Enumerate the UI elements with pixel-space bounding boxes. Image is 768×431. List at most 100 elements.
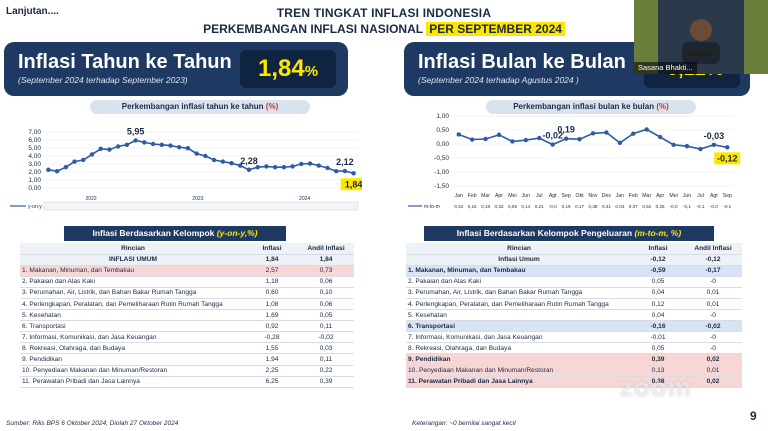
- data-table-value: 0,37: [629, 204, 638, 209]
- year-label: 2023: [192, 196, 203, 202]
- data-label-highlight: [714, 152, 741, 165]
- y-tick-label: 0,50: [436, 127, 449, 134]
- data-point: [203, 153, 208, 159]
- row-label: 11. Perawatan Pribadi dan Jasa Lainnya: [20, 376, 246, 388]
- row-label: 2. Pakaian dan Alas Kaki: [20, 276, 246, 288]
- data-point: [168, 143, 173, 148]
- table-row: 10. Penyediaan Makanan dan Minuman/Resto…: [20, 365, 354, 377]
- yoy-chart-pill-unit: (%): [265, 102, 279, 111]
- row-andil: -0,02: [298, 331, 354, 344]
- y-tick-label: -1,50: [434, 183, 449, 190]
- yoy-value-number: 1,84: [257, 55, 305, 82]
- x-tick-label: Des: [602, 193, 612, 199]
- data-point: [590, 131, 596, 136]
- x-tick-label: Agt: [710, 193, 718, 199]
- row-inflasi: 0,05: [632, 276, 684, 288]
- y-tick-label: 1,00: [28, 177, 41, 184]
- table-row: 7. Informasi, Komunikasi, dan Jasa Keuan…: [20, 331, 354, 344]
- row-andil: 0,06: [298, 276, 354, 288]
- table-row: 1. Makanan, Minuman, dan Tembakau -0,59 -0…: [406, 265, 742, 277]
- row-inflasi: 1,69: [246, 309, 298, 322]
- data-label: 1,84: [345, 179, 362, 189]
- row-inflasi: 0,04: [632, 309, 684, 322]
- data-point: [351, 171, 356, 176]
- zoom-watermark: zoom: [620, 372, 692, 402]
- x-tick-label: Okt: [576, 193, 585, 199]
- row-label: 5. Kesehatan: [406, 309, 632, 322]
- data-point: [469, 137, 475, 142]
- data-point: [711, 142, 717, 148]
- y-tick-label: -0,50: [434, 155, 449, 162]
- data-table-value: 0,38: [589, 204, 598, 209]
- x-tick-label: Jul: [536, 193, 543, 199]
- yoy-table-title-unit: (y-on-y,%): [216, 228, 258, 238]
- data-label: 0,19: [557, 125, 575, 135]
- column-header-inflasi: Inflasi: [632, 243, 684, 255]
- row-inflasi: 0,60: [246, 287, 298, 299]
- data-point: [483, 136, 488, 142]
- row-andil: -0: [684, 342, 742, 355]
- row-inflasi: 0,38: [632, 376, 684, 388]
- row-inflasi: -0,12: [632, 254, 684, 266]
- row-label: 10. Penyediaan Makanan dan Minuman/Resto…: [20, 365, 246, 377]
- data-point: [550, 142, 555, 147]
- row-andil: 0,01: [684, 287, 742, 299]
- row-inflasi: 1,84: [246, 254, 298, 266]
- y-tick-label: 5,00: [28, 145, 41, 152]
- year-label: 2024: [299, 196, 310, 202]
- row-andil: -0,02: [684, 320, 742, 333]
- row-label: 2. Pakaian dan Alas Kaki: [406, 276, 632, 288]
- table-row: 10. Penyediaan Makanan dan Minuman/Resto…: [406, 365, 742, 377]
- yoy-value: 1,84%: [240, 50, 336, 88]
- data-point: [133, 138, 138, 143]
- data-table-value: -0,1: [723, 204, 731, 209]
- data-point: [698, 146, 703, 152]
- row-inflasi: 1,94: [246, 353, 298, 366]
- data-point: [220, 159, 226, 164]
- data-point: [194, 151, 199, 156]
- data-label: -0,02: [542, 131, 563, 141]
- page-title: TREN TINGKAT INFLASI INDONESIA: [276, 6, 492, 20]
- legend-label: y-on-y: [28, 204, 42, 210]
- row-label: Inflasi Umum: [406, 254, 632, 266]
- row-label: 6. Transportasi: [20, 320, 246, 333]
- x-tick-label: Apr: [495, 193, 503, 199]
- x-tick-label: Jan: [616, 193, 624, 199]
- data-label: 5,95: [127, 126, 145, 136]
- y-tick-label: 1,00: [436, 113, 449, 120]
- data-point: [333, 169, 339, 174]
- data-table-value: -0,1: [683, 204, 691, 209]
- data-table-value: 0,33: [495, 204, 504, 209]
- data-table-value: 0,18: [481, 204, 490, 209]
- row-inflasi: 0,12: [632, 298, 684, 311]
- yoy-table-title: Inflasi Berdasarkan Kelompok (y-on-y,%): [64, 226, 286, 241]
- x-tick-label: Feb: [629, 193, 638, 199]
- row-inflasi: 1,18: [246, 276, 298, 288]
- data-point: [107, 147, 112, 152]
- row-andil: 1,84: [298, 254, 354, 266]
- table-header-row: Rincian Inflasi Andil Inflasi: [406, 243, 742, 255]
- data-point: [604, 130, 609, 135]
- x-tick-label: Mei: [508, 193, 516, 199]
- y-tick-label: 6,00: [28, 137, 41, 144]
- y-tick-label: -1,00: [434, 169, 449, 176]
- mtm-table-title: Inflasi Berdasarkan Kelompok Pengeluaran…: [424, 226, 714, 241]
- data-table-value: 0,25: [656, 204, 665, 209]
- row-inflasi: -0,28: [246, 331, 298, 344]
- row-inflasi: 2,25: [246, 365, 298, 377]
- data-table-value: -0,1: [696, 204, 704, 209]
- page-subtitle: PERKEMBANGAN INFLASI NASIONAL PER SEPTEM…: [0, 22, 768, 36]
- subtitle-text: PERKEMBANGAN INFLASI NASIONAL: [203, 22, 423, 36]
- source-note: Sumber: Rilis BPS 6 Oktober 2024, Diolah…: [6, 420, 179, 427]
- video-thumbnail[interactable]: Sasana Bhakti...: [634, 0, 768, 74]
- x-tick-label: Nov: [588, 193, 598, 199]
- row-label: INFLASI UMUM: [20, 254, 246, 266]
- data-label: 2,28: [240, 156, 258, 166]
- row-andil: -0: [684, 309, 742, 322]
- row-inflasi: -0,01: [632, 331, 684, 344]
- mtm-chart-pill: Perkembangan inflasi bulan ke bulan (%): [486, 100, 696, 114]
- table-row-umum: INFLASI UMUM 1,84 1,84: [20, 254, 354, 266]
- column-header-andil: Andil Inflasi: [298, 243, 354, 255]
- data-point: [63, 165, 69, 170]
- column-header-inflasi: Inflasi: [246, 243, 298, 255]
